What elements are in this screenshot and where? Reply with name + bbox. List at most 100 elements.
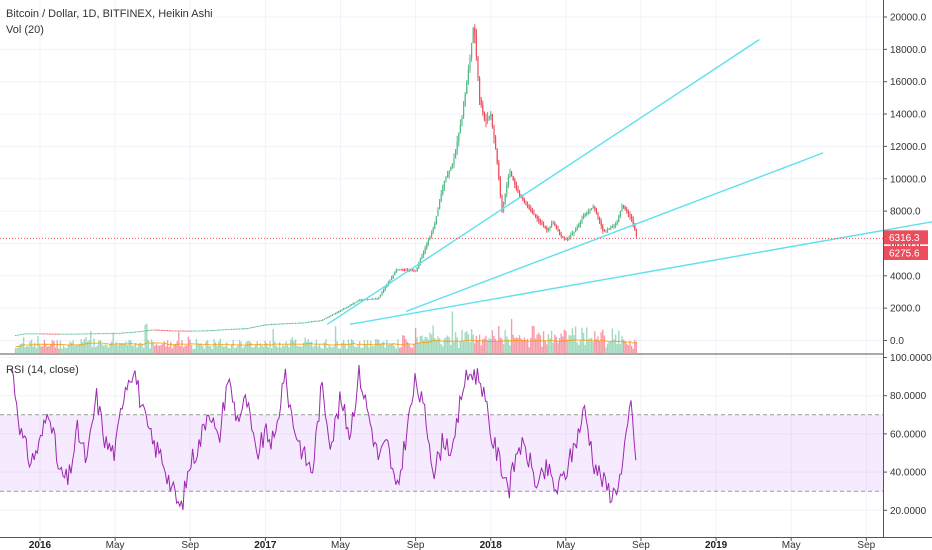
volume-bar — [179, 345, 182, 353]
volume-bar — [394, 346, 396, 353]
volume-bar — [141, 344, 143, 353]
price-candle — [78, 333, 81, 335]
volume-bar — [411, 347, 414, 353]
volume-bar — [526, 338, 529, 353]
volume-bar — [133, 345, 135, 353]
price-candle — [539, 220, 541, 223]
volume-bar — [546, 344, 548, 353]
volume-bar — [397, 339, 399, 353]
volume-bar — [562, 336, 564, 353]
rsi-axis[interactable]: 100.0000 80.0000 60.0000 40.0000 20.0000 — [883, 353, 932, 517]
price-candle — [205, 330, 207, 332]
volume-bar — [362, 347, 364, 353]
volume-bar — [493, 335, 495, 353]
price-candle — [67, 333, 69, 335]
volume-bar — [338, 348, 340, 353]
price-candle — [162, 330, 164, 331]
price-tick-label: 20000.0 — [890, 13, 927, 24]
volume-bar — [275, 345, 278, 353]
price-candle — [634, 224, 636, 231]
volume-bar — [608, 341, 610, 353]
price-candle — [24, 333, 26, 335]
price-candle — [597, 212, 599, 218]
volume-bar — [61, 348, 63, 353]
price-candle — [486, 118, 489, 121]
volume-bar — [147, 339, 150, 353]
volume-bar — [328, 345, 330, 353]
price-candle — [435, 216, 437, 224]
price-candle — [306, 322, 308, 324]
volume-bar — [211, 348, 214, 353]
volume-bar — [579, 340, 582, 353]
price-candle — [54, 333, 57, 335]
volume-bar — [168, 346, 170, 353]
volume-bar — [64, 347, 66, 353]
price-candle — [472, 27, 474, 43]
chart-legend-title[interactable]: Bitcoin / Dollar, 1D, BITFINEX, Heikin A… — [6, 8, 213, 20]
volume-bar — [626, 343, 628, 353]
volume-bar — [261, 345, 263, 353]
volume-bar — [213, 339, 215, 353]
price-candle — [600, 221, 602, 227]
price-candle — [525, 202, 527, 205]
volume-bar — [194, 348, 196, 353]
volume-bar — [86, 341, 89, 353]
price-candle — [94, 333, 97, 335]
volume-bar — [293, 341, 295, 353]
volume-bar — [486, 340, 489, 353]
volume-bar — [355, 347, 358, 353]
volume-bar — [77, 344, 79, 353]
volume-bar — [30, 339, 33, 353]
price-candle — [136, 331, 138, 333]
price-candle — [501, 195, 503, 212]
price-candle — [134, 331, 137, 333]
price-candle — [246, 328, 249, 329]
price-tick-label: 2000.0 — [890, 304, 921, 315]
price-candle — [262, 324, 265, 326]
volume-legend[interactable]: Vol (20) — [6, 24, 44, 36]
price-candle — [218, 329, 220, 331]
price-candle — [203, 330, 205, 332]
volume-bar — [595, 339, 598, 353]
volume-bar — [555, 336, 558, 353]
price-candle — [466, 82, 468, 95]
price-axis[interactable]: 20000.0 18000.0 16000.0 14000.0 12000.0 10000… — [883, 13, 927, 348]
volume-bar — [122, 342, 124, 353]
volume-bar — [534, 338, 537, 353]
volume-bar — [386, 339, 388, 353]
volume-bar — [29, 341, 31, 353]
volume-bar — [339, 348, 342, 353]
price-candle — [410, 270, 412, 272]
time-axis[interactable]: 2016 May Sep 2017 May Sep 2018 May Sep 2019 May Sep — [29, 537, 876, 550]
volume-bar — [504, 330, 506, 353]
price-candle — [448, 170, 450, 175]
volume-bar — [352, 340, 354, 353]
volume-bar — [245, 342, 247, 353]
price-candle — [490, 114, 492, 117]
price-candle — [283, 323, 285, 325]
volume-bar — [85, 337, 87, 353]
volume-bar — [266, 343, 268, 353]
price-candle — [394, 272, 396, 275]
price-candle — [301, 322, 303, 324]
volume-bar — [342, 339, 345, 353]
volume-bar — [152, 341, 154, 353]
price-candle — [461, 116, 463, 126]
price-candle — [342, 308, 345, 310]
price-candle — [526, 204, 529, 207]
rsi-legend[interactable]: RSI (14, close) — [6, 364, 79, 376]
volume-bar — [288, 347, 290, 353]
volume-bar — [381, 342, 383, 353]
volume-bar — [317, 346, 319, 353]
volume-bar — [528, 347, 530, 353]
price-candle — [622, 205, 625, 207]
volume-bar — [610, 341, 612, 353]
volume-bar — [134, 342, 137, 353]
trendlines[interactable] — [326, 39, 932, 326]
price-candle — [378, 297, 380, 299]
price-candle — [27, 333, 29, 335]
price-candle — [243, 328, 245, 330]
price-candle — [451, 164, 453, 168]
volume-bar — [301, 346, 303, 353]
